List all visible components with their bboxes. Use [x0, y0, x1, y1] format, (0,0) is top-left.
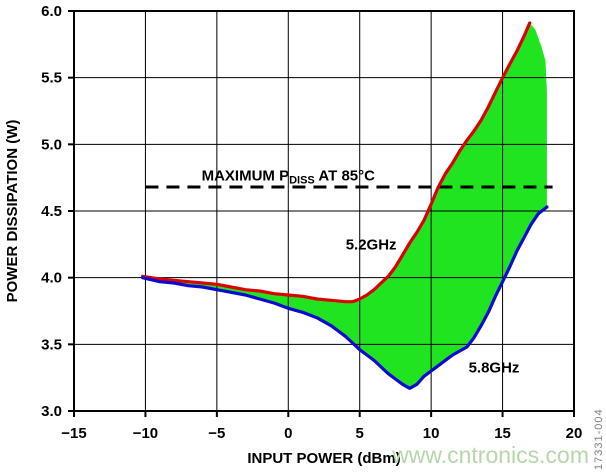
- y-tick-label: 4.0: [41, 270, 62, 287]
- gridlines: [74, 11, 574, 411]
- x-tick-label: 0: [284, 425, 292, 442]
- x-tick-label: −5: [208, 425, 225, 442]
- figure-id: 17331-004: [593, 408, 605, 470]
- y-tick-label: 4.5: [41, 203, 62, 220]
- y-tick-label: 5.0: [41, 136, 62, 153]
- x-axis-title: INPUT POWER (dBm): [247, 450, 400, 467]
- band-fill-area: [142, 23, 547, 389]
- curve-5.8GHz: [141, 205, 549, 390]
- series-label-5.8GHz: 5.8GHz: [469, 359, 520, 376]
- y-tick-label: 5.5: [41, 70, 62, 87]
- x-tick-label: 10: [423, 425, 440, 442]
- x-tick-label: 5: [356, 425, 364, 442]
- max-pdiss-limit-line: MAXIMUM PDISS AT 85°C: [145, 167, 553, 189]
- x-tick-label: −10: [133, 425, 158, 442]
- y-axis-title: POWER DISSIPATION (W): [4, 120, 21, 303]
- series-label-5.2GHz: 5.2GHz: [346, 237, 397, 254]
- y-tick-label: 6.0: [41, 3, 62, 20]
- x-tick-label: 15: [494, 425, 511, 442]
- tick-labels: −15 −10 −5 0 5 10 15 20 3.0 3.5 4.0 4.5 5.0 5.5 6.0: [41, 3, 582, 442]
- max-pdiss-label: MAXIMUM PDISS AT 85°C: [202, 167, 376, 186]
- series-labels: 5.2GHz 5.8GHz: [346, 237, 520, 377]
- y-tick-label: 3.5: [41, 336, 62, 353]
- series-curves: [141, 21, 549, 390]
- x-tick-label: −15: [61, 425, 86, 442]
- y-tick-label: 3.0: [41, 403, 62, 420]
- plot-border: [73, 10, 575, 412]
- x-tick-label: 20: [566, 425, 583, 442]
- watermark: www.cntronics.com: [391, 442, 589, 468]
- curve-5.2GHz: [141, 21, 532, 304]
- band-fill: [142, 23, 547, 389]
